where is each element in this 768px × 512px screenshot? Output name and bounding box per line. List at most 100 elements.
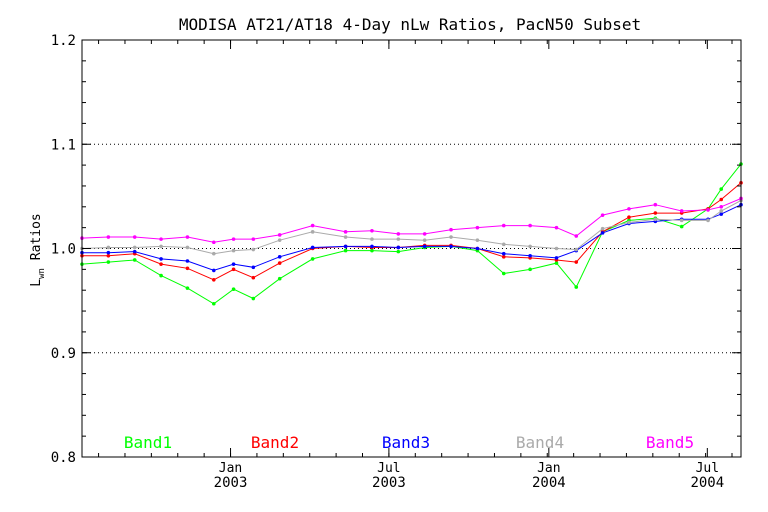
y-tick-label: 1.0 (51, 242, 76, 258)
data-point-band5 (251, 237, 256, 241)
y-tick-label: 1.1 (51, 137, 76, 153)
data-point-band5 (396, 232, 401, 236)
data-point-band5 (185, 235, 190, 239)
data-point-band4 (554, 246, 559, 251)
data-point-band1 (132, 258, 137, 262)
x-tick-label-year: 2003 (214, 475, 248, 491)
data-point-band5 (653, 202, 658, 207)
data-point-band1 (528, 267, 532, 272)
data-point-band5 (706, 208, 710, 212)
data-point-band3 (185, 259, 190, 263)
data-point-band1 (501, 271, 506, 276)
svg-text:Lwn Ratios: Lwn Ratios (29, 213, 47, 286)
data-point-band5 (475, 225, 480, 230)
data-point-band5 (528, 223, 532, 228)
y-axis-label-rest: Ratios (29, 213, 44, 268)
data-point-band4 (277, 238, 282, 242)
data-point-band2 (106, 253, 111, 258)
data-point-band3 (554, 256, 559, 260)
data-point-band4 (719, 209, 724, 213)
data-point-band1 (719, 187, 724, 191)
data-point-band4 (396, 237, 401, 241)
data-point-band4 (106, 245, 111, 250)
data-point-band2 (574, 260, 579, 264)
data-point-band1 (396, 249, 401, 254)
data-point-band3 (343, 244, 348, 249)
data-point-band2 (653, 211, 658, 215)
data-point-band3 (212, 268, 216, 273)
data-point-band3 (449, 244, 453, 249)
series-lines (81, 163, 742, 305)
x-tick-label-year: 2003 (372, 475, 406, 491)
data-point-band5 (343, 230, 348, 234)
data-point-band4 (679, 218, 684, 223)
data-point-band2 (277, 261, 282, 265)
data-point-band5 (679, 209, 684, 213)
data-point-band5 (422, 232, 427, 236)
x-tick-label-month: Jul (696, 461, 719, 476)
series-points (80, 162, 743, 306)
data-point-band3 (251, 265, 256, 270)
data-point-band1 (106, 260, 111, 264)
x-tick-label-month: Jan (219, 461, 242, 476)
data-point-band5 (370, 228, 374, 233)
x-tick-label-year: 2004 (532, 475, 566, 491)
data-point-band4 (653, 217, 658, 222)
data-point-band3 (396, 245, 401, 250)
data-point-band4 (627, 220, 631, 225)
data-point-band4 (528, 244, 532, 249)
data-point-band1 (185, 286, 190, 290)
data-point-band4 (449, 235, 453, 239)
data-point-band3 (106, 250, 111, 255)
data-point-band4 (310, 230, 315, 234)
data-point-band5 (554, 225, 559, 230)
legend-item-band3: Band3 (382, 433, 430, 452)
series-line-band4 (81, 200, 742, 255)
y-axis-label: Lwn Ratios (29, 213, 47, 286)
data-point-band4 (159, 244, 163, 249)
y-tick-label: 1.2 (51, 33, 76, 49)
data-point-band5 (231, 237, 236, 241)
data-point-band2 (501, 255, 506, 259)
data-point-band5 (132, 235, 137, 239)
data-point-band2 (185, 266, 190, 271)
x-tick-label-month: Jan (537, 461, 560, 476)
chart-title: MODISA AT21/AT18 4-Day nLw Ratios, PacN5… (179, 15, 641, 34)
data-point-band4 (212, 251, 216, 256)
series-line-band2 (82, 182, 742, 281)
data-point-band3 (719, 212, 724, 216)
data-point-band1 (343, 248, 348, 253)
data-point-band2 (251, 275, 256, 280)
data-point-band3 (422, 244, 427, 249)
data-point-band5 (574, 234, 579, 238)
data-point-band4 (343, 235, 348, 239)
data-point-band1 (212, 301, 216, 306)
data-point-band4 (370, 237, 374, 241)
x-tick-label-month: Jul (377, 461, 400, 476)
data-point-band4 (132, 245, 137, 250)
data-point-band4 (422, 238, 427, 242)
data-point-band2 (159, 262, 163, 266)
data-point-band3 (475, 246, 480, 251)
data-point-band3 (600, 231, 605, 235)
data-point-band1 (679, 224, 684, 229)
data-point-band4 (501, 242, 506, 247)
data-point-band3 (528, 253, 532, 258)
data-point-band2 (231, 267, 236, 272)
data-point-band4 (706, 218, 710, 223)
data-point-band1 (310, 257, 315, 261)
data-point-band4 (574, 247, 579, 252)
data-point-band1 (574, 285, 579, 289)
y-axis-ticks: 0.8 0.9 1.0 1.1 1.2 (51, 33, 741, 466)
data-point-band1 (231, 287, 236, 291)
data-point-band3 (231, 262, 236, 266)
data-point-band3 (159, 257, 163, 261)
legend-item-band5: Band5 (646, 433, 694, 452)
data-point-band3 (277, 255, 282, 259)
data-point-band4 (251, 247, 256, 252)
legend-item-band2: Band2 (251, 433, 299, 452)
y-tick-label: 0.8 (51, 450, 76, 466)
y-axis-label-main: L (29, 279, 44, 287)
data-point-band4 (600, 226, 605, 231)
